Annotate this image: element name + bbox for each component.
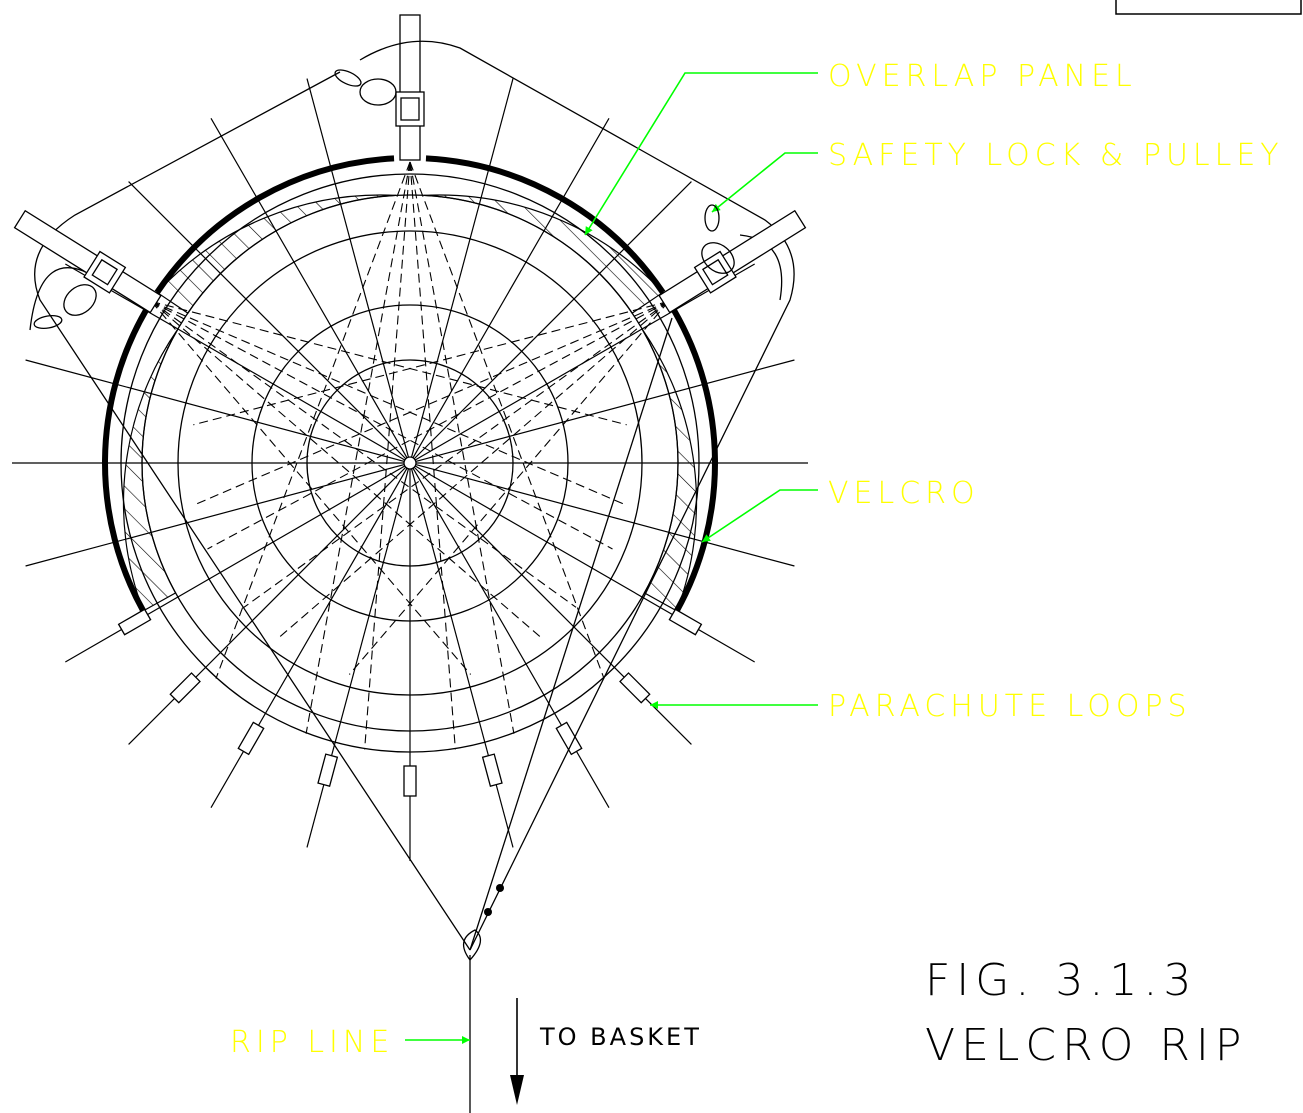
velcro-arc [154,155,395,295]
gore-ray [25,359,405,463]
side-strap [13,209,162,314]
gore-ray [415,359,795,463]
gore-ray [210,118,408,459]
leader-velcro [701,489,818,543]
overlap-hatch [122,328,179,612]
gore-ray [412,118,610,459]
load-line [150,301,472,675]
label-safety: SAFETY LOCK & PULLEY [828,138,1284,173]
load-line [305,161,411,734]
gore-ray [306,78,410,458]
parachute-loop [317,753,339,788]
load-line [364,161,411,750]
load-line [151,300,613,550]
top-lock [334,69,362,87]
overlap-hatch [641,328,698,612]
gore-ray [413,466,692,745]
parachute-loop [555,721,583,756]
load-line [409,161,515,734]
load-line [193,300,669,426]
gore-ray [410,78,514,458]
load-line [409,161,605,679]
gore-ray [65,465,406,663]
balloon-geometry [12,78,808,861]
gore-ray [128,181,407,460]
load-line [243,300,669,608]
velcro-arc [102,309,149,613]
load-line [151,300,627,426]
load-line [277,300,670,640]
leader-safety [711,152,818,213]
label-velcro: VELCRO [828,476,980,511]
parachute-loop [117,608,152,636]
gore-ray [128,466,407,745]
side-buckle-inner [701,258,729,286]
parachute-loop [169,672,201,704]
gore-ray [414,465,755,663]
gore-ray [413,181,692,460]
rope-loop-right [739,234,783,301]
side-buckle [83,250,127,294]
side-buckle-inner [91,258,119,286]
top-buckle [395,91,425,127]
leader-overlap [584,72,818,236]
label-basket: TO BASKET [539,1023,702,1051]
basket-arrowhead [510,1075,524,1105]
gore-ray [415,463,795,567]
rope-right [359,40,795,951]
side-strap [658,209,807,314]
load-line [409,161,456,750]
load-line [207,300,669,550]
top-pulley [359,78,397,106]
velcro-arc [671,309,718,613]
figure-title: VELCRO RIP [925,1020,1247,1071]
gore-ray [210,467,408,808]
parachute-loop [403,765,417,797]
rip-pulley [463,929,482,962]
load-line [215,161,411,679]
parachute-loop [619,672,651,704]
rope-center [469,317,673,951]
side-lock [33,314,63,330]
load-line [151,300,627,506]
parachute-loop [237,721,265,756]
rope-left [34,71,471,951]
side-lock [704,204,720,232]
load-line [150,300,543,640]
parachute-loop [668,608,703,636]
gore-ray [412,467,610,808]
ring [496,884,504,892]
title-block [1115,0,1302,15]
load-line [151,300,577,608]
gore-ray [25,463,405,567]
side-pulley [63,284,97,316]
side-pulley [701,242,735,274]
top-buckle-inner [400,97,420,121]
label-rip: RIP LINE [230,1025,394,1060]
load-line [193,300,669,506]
ring [484,908,492,916]
velcro-arc [425,155,666,295]
load-line [348,301,670,675]
label-loops: PARACHUTE LOOPS [828,689,1192,724]
parachute-loop [481,753,503,788]
figure-number: FIG. 3.1.3 [925,955,1197,1006]
label-overlap: OVERLAP PANEL [828,59,1137,94]
crown [403,456,417,470]
top-strap [399,14,421,161]
